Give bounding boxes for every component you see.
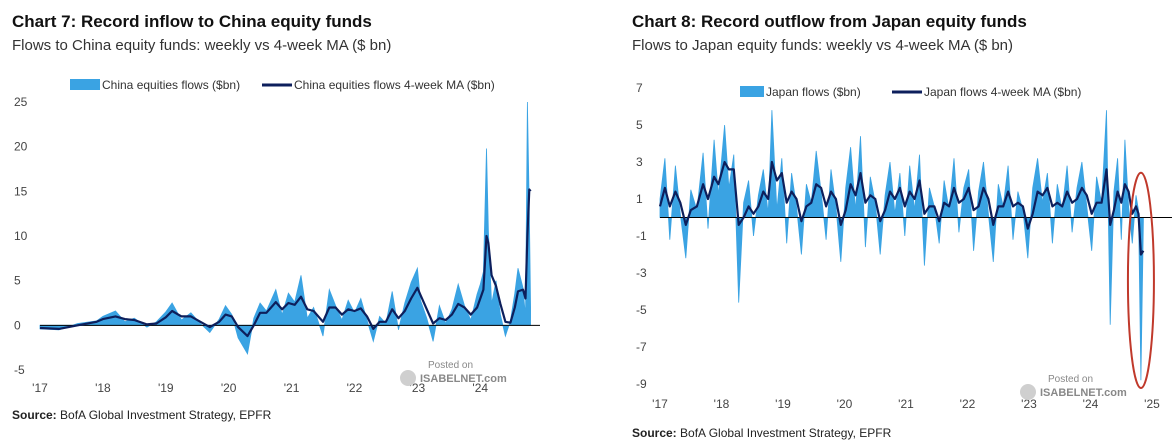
y-tick-label: -7 [636, 340, 647, 354]
y-tick-label: 5 [14, 274, 21, 288]
source-label: Source: [632, 426, 677, 440]
watermark-logo-icon [400, 370, 416, 386]
x-tick-label: '17 [32, 381, 48, 395]
chart-title: Chart 7: Record inflow to China equity f… [12, 12, 372, 31]
legend-swatch-weekly [70, 79, 100, 90]
x-tick-label: '22 [347, 381, 363, 395]
source-label: Source: [12, 408, 57, 422]
chart-8-panel: Chart 8: Record outflow from Japan equit… [620, 0, 1172, 445]
y-tick-label: -9 [636, 377, 647, 391]
x-tick-label: '19 [158, 381, 174, 395]
legend-label-weekly: Japan flows ($bn) [766, 85, 861, 99]
x-tick-label: '20 [221, 381, 237, 395]
y-tick-label: 1 [636, 192, 643, 206]
x-tick-label: '21 [898, 397, 914, 411]
watermark-line1: Posted on [428, 360, 473, 371]
chart-7-panel: Chart 7: Record inflow to China equity f… [12, 12, 540, 422]
legend-swatch-weekly [740, 86, 764, 97]
x-tick-label: '17 [652, 397, 668, 411]
x-tick-label: '18 [95, 381, 111, 395]
x-tick-label: '23 [1021, 397, 1037, 411]
chart-source: Source: BofA Global Investment Strategy,… [12, 408, 271, 422]
y-tick-label: 3 [636, 155, 643, 169]
chart-7-plot: -5 0 5 10 15 20 25 '17 '18 '19 '20 '21 '22 '23 '24 Chin… [14, 78, 540, 395]
x-tick-label: '24 [472, 381, 488, 395]
chart-source: Source: BofA Global Investment Strategy,… [632, 426, 891, 440]
x-tick-label: '18 [714, 397, 730, 411]
y-tick-label: 15 [14, 184, 28, 198]
y-tick-label: -1 [636, 229, 647, 243]
chart-8-plot: -9 -7 -5 -3 -1 1 3 5 7 '17 '18 '19 '20 '21 '22 '23 '24 '2… [636, 81, 1172, 411]
legend-label-ma: China equities flows 4-week MA ($bn) [294, 78, 495, 92]
weekly-flows-area [659, 110, 1144, 381]
watermark-logo-icon [1020, 384, 1036, 400]
y-tick-label: -5 [636, 303, 647, 317]
y-tick-label: 10 [14, 229, 28, 243]
watermark-line2: ISABELNET.com [1040, 387, 1127, 399]
chart-subtitle: Flows to Japan equity funds: weekly vs 4… [632, 37, 1014, 54]
chart-title: Chart 8: Record outflow from Japan equit… [632, 12, 1027, 31]
chart-subtitle: Flows to China equity funds: weekly vs 4… [12, 37, 392, 54]
legend-label-ma: Japan flows 4-week MA ($bn) [924, 85, 1081, 99]
ma-line [658, 160, 1145, 256]
y-tick-label: -5 [14, 363, 25, 377]
y-tick-label: 5 [636, 118, 643, 132]
source-text: BofA Global Investment Strategy, EPFR [680, 426, 892, 440]
x-tick-label: '22 [960, 397, 976, 411]
legend: China equities flows ($bn) China equities… [70, 78, 495, 92]
x-tick-label: '24 [1083, 397, 1099, 411]
watermark-line1: Posted on [1048, 374, 1093, 385]
y-tick-label: 0 [14, 318, 21, 332]
y-tick-label: -3 [636, 266, 647, 280]
weekly-flows-area [39, 101, 532, 356]
legend: Japan flows ($bn) Japan flows 4-week MA (… [740, 85, 1081, 99]
watermark-line2: ISABELNET.com [420, 373, 507, 385]
x-tick-label: '23 [410, 381, 426, 395]
ma-line [39, 188, 532, 338]
y-tick-label: 25 [14, 95, 28, 109]
source-text: BofA Global Investment Strategy, EPFR [60, 408, 272, 422]
highlight-ellipse [1126, 171, 1155, 389]
x-tick-label: '21 [284, 381, 300, 395]
y-tick-label: 7 [636, 81, 643, 95]
legend-label-weekly: China equities flows ($bn) [102, 78, 240, 92]
x-tick-label: '19 [775, 397, 791, 411]
y-tick-label: 20 [14, 140, 28, 154]
x-tick-label: '20 [837, 397, 853, 411]
x-tick-label: '25 [1144, 397, 1160, 411]
